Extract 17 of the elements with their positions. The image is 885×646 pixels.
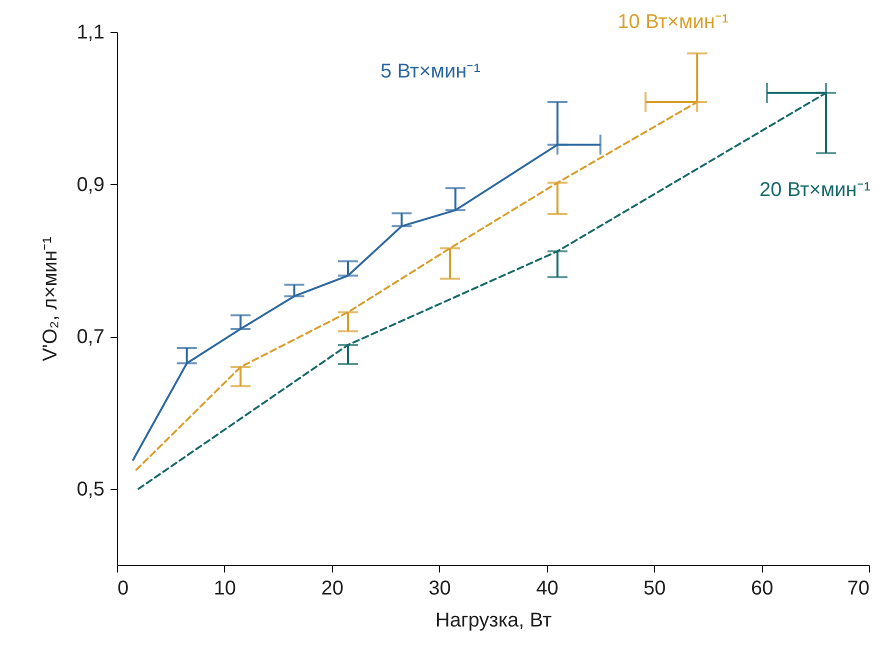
- x-tick-label: 40: [536, 578, 558, 600]
- y-tick-label: 1,1: [76, 22, 104, 44]
- y-axis-title: V'O₂, л×мин⁻¹: [40, 236, 62, 362]
- x-tick-label: 10: [214, 578, 236, 600]
- y-tick-label: 0,9: [76, 174, 104, 196]
- x-axis-title: Нагрузка, Вт: [435, 610, 552, 632]
- x-tick-label: 60: [750, 578, 774, 600]
- y-tick-label: 0,5: [76, 478, 104, 500]
- x-tick-label: 0: [118, 578, 129, 600]
- y-tick-label: 0,7: [76, 326, 104, 348]
- text: 20 Вт×мин⁻¹: [760, 178, 871, 201]
- x-tick-label: 30: [428, 578, 451, 600]
- x-tick-label: 20: [321, 578, 344, 600]
- text: 10 Вт×мин⁻¹: [618, 11, 729, 34]
- x-tick-label: 50: [644, 578, 666, 600]
- x-tick-label: 70: [847, 578, 870, 600]
- text: 5 Вт×мин⁻¹: [380, 60, 481, 83]
